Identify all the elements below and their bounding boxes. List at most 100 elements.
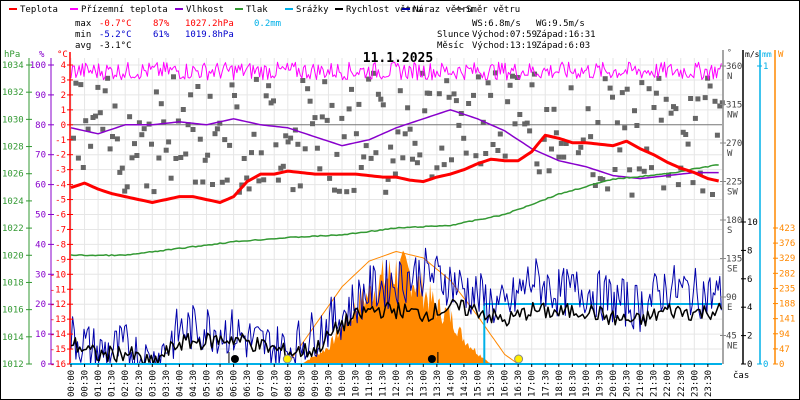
- direction-compass-label: S: [727, 226, 732, 236]
- time-tick-label: 18:00: [555, 370, 565, 397]
- pressure-tick-label: 1028: [2, 143, 24, 153]
- solar-tick-label: 47: [779, 345, 790, 355]
- legend-swatch-1: [70, 8, 78, 10]
- stats-avg-label: avg: [75, 41, 91, 51]
- wind-direction-point: [624, 86, 630, 92]
- sunrise-marker: [282, 354, 292, 364]
- wind-direction-point: [588, 134, 594, 140]
- wind-direction-point: [536, 169, 542, 175]
- wind-direction-point: [207, 93, 213, 99]
- wind-direction-point: [378, 96, 384, 102]
- wind-direction-point: [122, 188, 128, 194]
- wind-direction-point: [634, 123, 640, 128]
- solar-tick-label: 423: [779, 224, 795, 234]
- wind-direction-point: [373, 150, 379, 156]
- wind-direction-point: [590, 172, 596, 178]
- time-tick-label: 10:00: [338, 370, 348, 397]
- rain-tick-label: 0: [763, 360, 768, 370]
- solar-tick-label: 235: [779, 284, 795, 294]
- time-tick-label: 23:30: [704, 370, 714, 397]
- time-tick-label: 21:00: [636, 370, 646, 397]
- wind-direction-point: [497, 131, 503, 137]
- stats-min-label: min: [75, 30, 91, 40]
- legend-swatch-4: [285, 8, 293, 10]
- temperature-tick-label: 3: [61, 76, 66, 86]
- wind-direction-point: [280, 163, 286, 169]
- temperature-tick-label: -4: [55, 181, 66, 191]
- wind-speed-line: [70, 298, 723, 365]
- wind-direction-point: [619, 90, 625, 96]
- stats-min-press: 1019.8hPa: [185, 30, 234, 40]
- wind-direction-point: [563, 141, 569, 146]
- temperature-tick-label: -8: [55, 240, 66, 250]
- wind-direction-point: [492, 70, 498, 76]
- wind-direction-point: [334, 151, 340, 157]
- stats-max-temp: -0.7°C: [99, 19, 132, 29]
- humidity-tick-label: 60: [35, 181, 46, 191]
- wind-direction-point: [124, 184, 130, 190]
- direction-compass-label: SE: [727, 265, 738, 275]
- moon-set: Západ:6:03: [536, 41, 590, 51]
- pressure-tick-label: 1018: [2, 278, 24, 288]
- time-tick-label: 22:30: [677, 370, 687, 397]
- wind-direction-point: [253, 76, 259, 82]
- wind-direction-point: [602, 76, 608, 82]
- time-tick-label: 18:30: [568, 370, 578, 397]
- stats-block: max -0.7°C 87% 1027.2hPa 0.2mm min -5.2°…: [75, 19, 596, 51]
- wind-direction-point: [80, 165, 86, 170]
- wind-direction-point: [168, 175, 174, 181]
- wind-direction-point: [663, 96, 669, 102]
- time-tick-label: 11:30: [379, 370, 389, 397]
- wind-direction-point: [714, 132, 720, 138]
- temperature-tick-label: 0: [61, 121, 66, 131]
- direction-compass-label: SW: [727, 188, 738, 198]
- wind-direction-point: [710, 192, 715, 197]
- wind-direction-point: [217, 120, 223, 126]
- time-tick-label: 09:30: [324, 370, 334, 397]
- time-tick-label: 15:30: [487, 370, 497, 397]
- wind-direction-point: [210, 182, 215, 187]
- wind-direction-point: [549, 146, 554, 152]
- wind-direction-point: [241, 156, 247, 161]
- solar-tick-label: 376: [779, 239, 795, 249]
- wind-direction-point: [258, 150, 264, 156]
- wind-direction-point: [132, 141, 137, 147]
- humidity-tick-label: 100: [30, 61, 46, 71]
- wind-direction-point: [553, 130, 559, 136]
- sun-label: Slunce: [437, 30, 470, 40]
- wind-direction-point: [212, 131, 218, 137]
- legend: Teplota Přízemní teplota Vlhkost Tlak Srážky…: [9, 5, 520, 15]
- wind-direction-point: [561, 154, 567, 160]
- wind-direction-point: [351, 187, 357, 193]
- wind-direction-point: [400, 155, 406, 161]
- time-tick-label: 04:30: [189, 370, 199, 397]
- direction-compass-label: NW: [727, 111, 738, 121]
- wind-direction-point: [688, 96, 694, 101]
- temperature-tick-label: -11: [50, 285, 66, 295]
- legend-swatch-7: [455, 8, 463, 10]
- wind-direction-point: [483, 151, 489, 156]
- direction-tick-label: 225: [726, 178, 742, 188]
- wind-direction-point: [322, 79, 328, 85]
- humidity-unit: %: [39, 50, 45, 60]
- time-tick-label: 13:30: [433, 370, 443, 397]
- wind-direction-point: [232, 93, 237, 98]
- temperature-unit: °C: [57, 50, 68, 60]
- humidity-line: [70, 109, 719, 180]
- wind-direction-point: [229, 82, 235, 88]
- wind-direction-point: [261, 177, 267, 183]
- wind-direction-point: [632, 108, 637, 114]
- wind-direction-point: [375, 91, 381, 97]
- wind-direction-point: [607, 85, 613, 91]
- temperature-tick-label: -5: [55, 196, 66, 206]
- temperature-tick-label: -3: [55, 166, 66, 176]
- wind-direction-point: [166, 139, 172, 145]
- wind-direction-point: [119, 165, 125, 171]
- humidity-tick-label: 10: [35, 330, 46, 340]
- direction-tick-label: 360: [726, 62, 742, 72]
- wind-direction-point: [407, 126, 413, 132]
- wind-direction-point: [673, 106, 679, 112]
- wind-direction-point: [273, 142, 279, 148]
- wind-direction-point: [705, 75, 711, 81]
- time-tick-label: 11:00: [365, 370, 375, 397]
